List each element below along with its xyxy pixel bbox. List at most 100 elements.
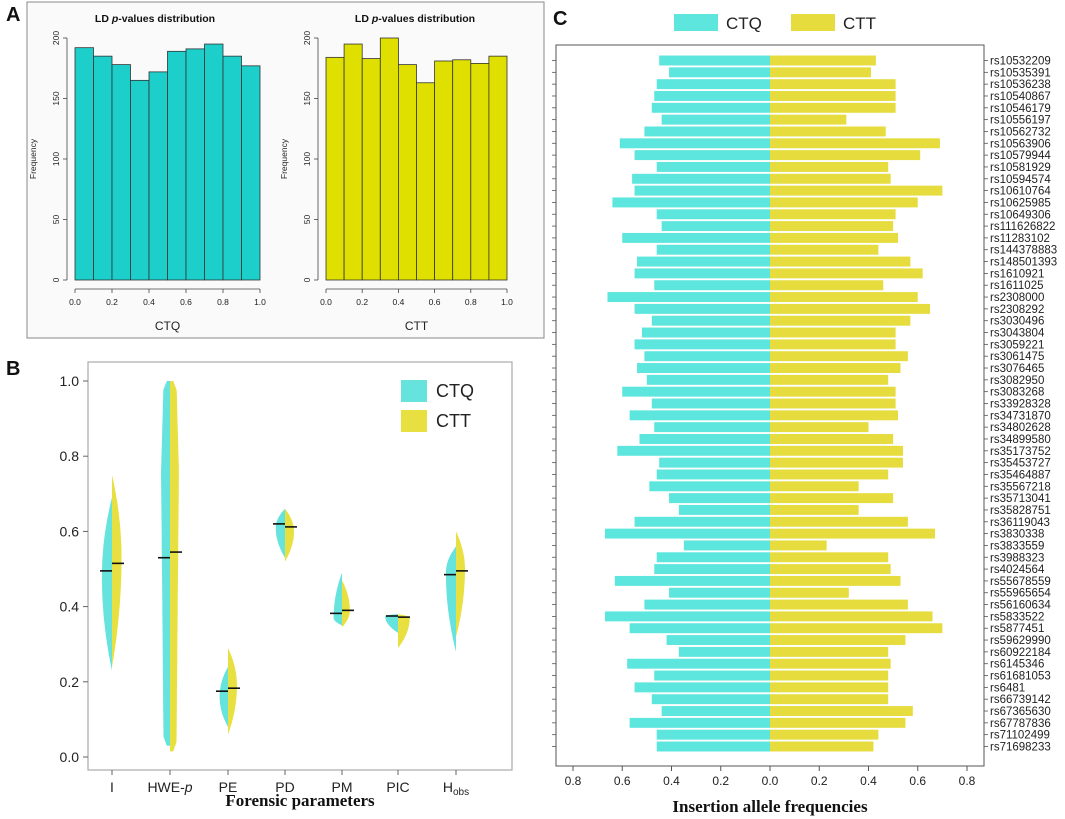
bar-ctq — [622, 386, 770, 397]
label-main: PD — [275, 779, 294, 795]
x-tick-label: 0.2 — [106, 297, 118, 307]
bar-ctq — [656, 469, 770, 480]
bar-ctt — [770, 694, 889, 705]
bar-ctq — [651, 102, 770, 113]
x-axis-label: CTT — [405, 319, 429, 333]
bar-ctq — [654, 670, 770, 681]
label-main: PM — [332, 779, 353, 795]
label-main: PE — [219, 779, 238, 795]
bar-ctq — [605, 528, 770, 539]
histogram-bar — [488, 55, 508, 281]
bar-ctq — [644, 351, 770, 362]
label-italic: p — [184, 779, 193, 795]
bar-ctq — [639, 434, 770, 444]
x-tick-label: 0.0 — [69, 297, 81, 307]
bar-ctt — [770, 682, 889, 693]
histogram-bar — [185, 48, 205, 281]
snp-label: rs3833559 — [990, 540, 1044, 552]
bar-ctq — [634, 339, 770, 350]
y-tick-label: 50 — [51, 215, 61, 225]
legend-label-ctq: CTQ — [726, 14, 762, 33]
y-tick-label: 1.0 — [60, 373, 80, 389]
bar-ctq — [654, 422, 770, 433]
bar-ctq — [644, 126, 770, 137]
snp-label: rs34899580 — [990, 434, 1051, 446]
snp-label: rs35828751 — [990, 505, 1051, 517]
bar-ctt — [770, 504, 859, 515]
x-tick-label: PD — [275, 779, 294, 795]
violin-ctq-pd — [275, 508, 285, 558]
bar-ctq — [654, 564, 770, 575]
x-tick-label: 0.0 — [762, 774, 779, 788]
x-axis-label: Insertion allele frequencies — [672, 797, 868, 816]
x-tick-label: 1.0 — [501, 297, 513, 307]
histogram-bar — [148, 71, 168, 281]
bar-ctq — [651, 694, 770, 705]
bar-ctt — [770, 658, 891, 669]
bar-ctq — [656, 209, 770, 220]
snp-label: rs3059221 — [990, 339, 1044, 351]
x-tick-label: 0.8 — [959, 774, 976, 788]
bar-ctt — [770, 114, 847, 125]
title-part: LD — [95, 13, 112, 25]
violin-ctt-pd — [285, 508, 294, 562]
bar-ctt — [770, 434, 894, 444]
bar-ctt — [770, 79, 896, 90]
panel-a: LD p-values distribution050100150200Freq… — [26, 1, 545, 339]
histogram-bar — [167, 50, 187, 281]
histogram-bar — [470, 63, 490, 281]
legend-swatch-ctt — [401, 410, 427, 432]
bar-ctq — [661, 706, 770, 716]
y-tick-label: 200 — [302, 31, 312, 45]
histogram-title: LD p-values distribution — [95, 13, 215, 25]
legend-label-ctq: CTQ — [436, 381, 474, 401]
violin-ctt-pe — [228, 647, 237, 735]
bar-ctq — [634, 268, 770, 279]
bar-ctt — [770, 457, 903, 468]
snp-label: rs3043804 — [990, 328, 1045, 340]
snp-label: rs10556197 — [990, 115, 1051, 127]
snp-label: rs61681053 — [990, 671, 1051, 683]
bar-ctq — [669, 587, 770, 598]
bar-ctq — [607, 292, 770, 303]
snp-label: rs148501393 — [990, 257, 1057, 269]
bar-ctq — [629, 623, 770, 634]
histogram-bar — [93, 55, 113, 281]
snp-label: rs10532209 — [990, 56, 1051, 68]
x-tick-label: 0.2 — [356, 297, 368, 307]
bar-ctq — [617, 445, 770, 456]
bar-ctq — [634, 150, 770, 161]
bar-ctq — [634, 516, 770, 527]
x-tick-label: PIC — [386, 779, 409, 795]
bar-ctt — [770, 422, 869, 433]
bar-ctq — [656, 79, 770, 90]
snp-label: rs10562732 — [990, 126, 1051, 138]
x-tick-label: 0.4 — [143, 297, 155, 307]
bar-ctt — [770, 138, 940, 149]
bar-ctq — [654, 280, 770, 291]
bar-ctt — [770, 374, 889, 385]
bar-ctt — [770, 587, 849, 598]
x-tick-label: 0.8 — [565, 774, 582, 788]
bar-ctq — [646, 374, 770, 385]
x-tick-label: HWE-p — [147, 779, 192, 795]
snp-label: rs66739142 — [990, 694, 1051, 706]
snp-label: rs3988323 — [990, 552, 1044, 564]
bar-ctt — [770, 386, 896, 397]
violin-ctt-pic — [398, 614, 410, 648]
bar-ctt — [770, 469, 889, 480]
bar-ctt — [770, 670, 889, 681]
snp-label: rs36119043 — [990, 517, 1050, 529]
panel-label-c: C — [553, 8, 568, 30]
bar-ctt — [770, 315, 911, 326]
histogram-ctq: LD p-values distribution 0 50 100 150 200 Freq… — [28, 13, 266, 333]
bar-ctt — [770, 339, 896, 350]
y-tick-label: 150 — [302, 91, 312, 105]
snp-label: rs33928328 — [990, 399, 1051, 411]
violin-ctq-i — [101, 497, 112, 671]
title-part-italic: p — [111, 13, 119, 25]
y-tick-label: 100 — [51, 152, 61, 166]
x-tick-label: 0.6 — [429, 297, 441, 307]
x-tick-label: 0.2 — [811, 774, 828, 788]
snp-label: rs1611025 — [990, 280, 1044, 292]
